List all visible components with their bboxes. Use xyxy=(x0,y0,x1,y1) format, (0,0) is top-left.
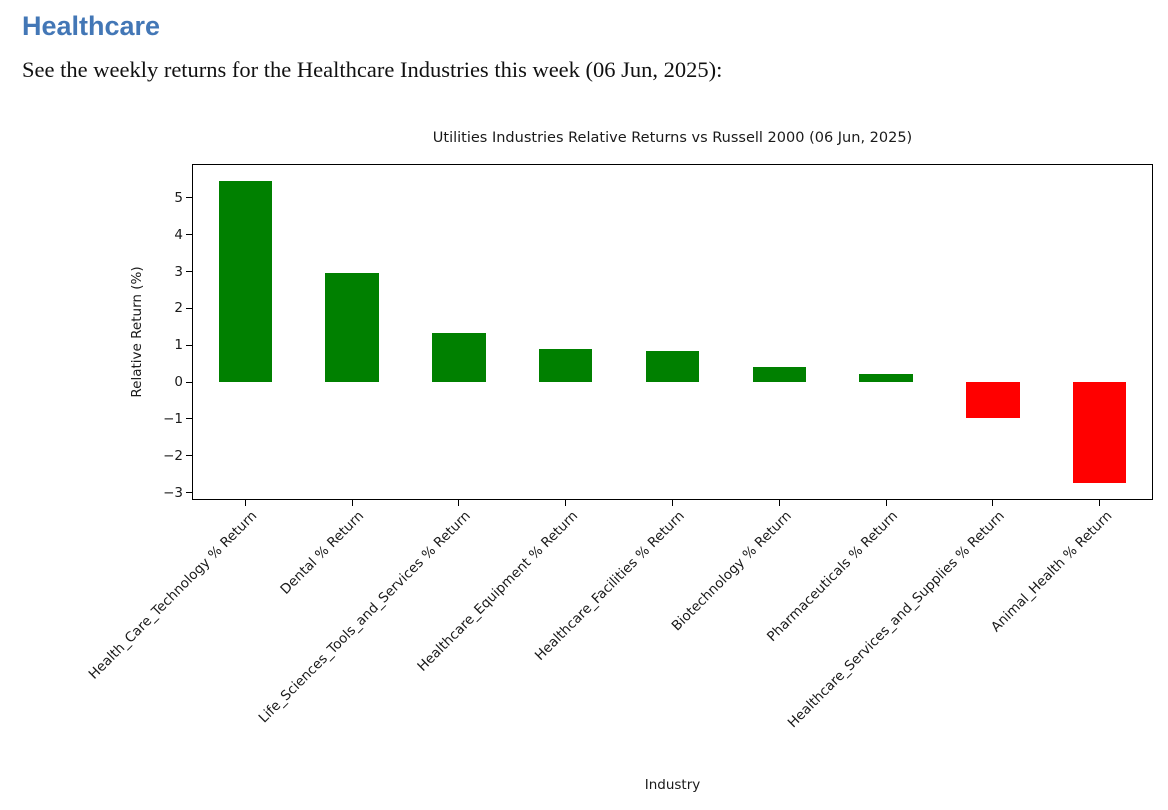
y-tick-mark xyxy=(186,307,192,309)
bar xyxy=(432,333,486,383)
x-axis-label: Industry xyxy=(644,777,701,793)
y-tick-label: 1 xyxy=(174,337,183,354)
y-tick-mark xyxy=(186,197,192,199)
x-tick-mark xyxy=(244,500,246,506)
bar xyxy=(645,350,700,383)
x-tick-mark xyxy=(992,500,994,506)
y-tick-label: 2 xyxy=(174,300,183,317)
x-tick-mark xyxy=(1099,500,1101,506)
y-tick-label: 3 xyxy=(174,263,183,280)
x-tick-mark xyxy=(351,500,353,506)
bar xyxy=(1072,382,1127,483)
y-tick-mark xyxy=(186,344,192,346)
y-tick-label: −2 xyxy=(163,447,183,464)
page-title: Healthcare xyxy=(22,11,161,41)
y-tick-mark xyxy=(186,455,192,457)
y-tick-label: 4 xyxy=(174,226,183,243)
y-tick-label: −3 xyxy=(163,484,183,501)
y-tick-label: −1 xyxy=(163,410,183,427)
y-tick-mark xyxy=(186,418,192,420)
x-tick-mark xyxy=(885,500,887,506)
y-tick-mark xyxy=(186,492,192,494)
y-tick-mark xyxy=(186,271,192,273)
bar xyxy=(218,181,273,383)
bar xyxy=(325,272,379,383)
x-tick-mark xyxy=(778,500,780,506)
intro-text: See the weekly returns for the Healthcar… xyxy=(22,57,723,82)
x-tick-mark xyxy=(672,500,673,506)
y-tick-label: 0 xyxy=(174,374,183,391)
bar xyxy=(859,374,913,383)
y-tick-label: 5 xyxy=(174,189,183,206)
bar xyxy=(752,366,806,383)
x-tick-mark xyxy=(565,500,567,506)
bar xyxy=(966,382,1020,418)
chart-title: Utilities Industries Relative Returns vs… xyxy=(432,130,913,146)
y-tick-mark xyxy=(186,381,192,383)
bar xyxy=(539,348,593,383)
x-tick-mark xyxy=(458,500,460,506)
y-tick-mark xyxy=(186,234,192,236)
